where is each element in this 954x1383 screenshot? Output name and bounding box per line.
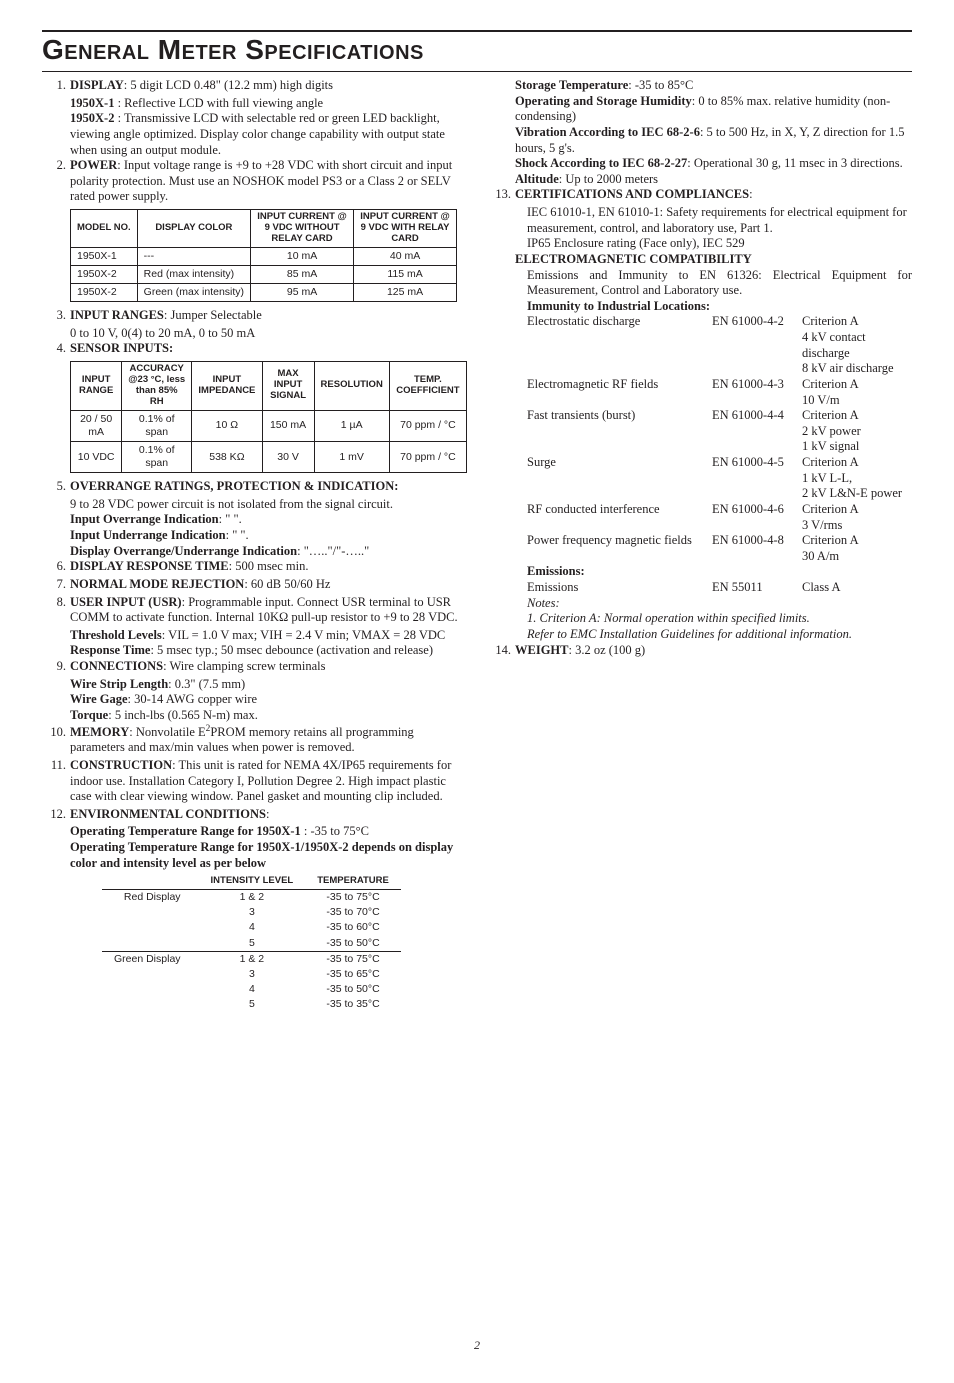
spec-power: 2.POWER: Input voltage range is +9 to +2… <box>42 158 467 205</box>
spec-vibration: Vibration According to IEC 68-2-6: 5 to … <box>487 125 912 156</box>
immunity-row: 8 kV air discharge <box>487 361 912 377</box>
table-header: MODEL NO. <box>71 210 138 248</box>
spec-env-a: Operating Temperature Range for 1950X-1 … <box>42 824 467 840</box>
left-column: 1.DISPLAY: 5 digit LCD 0.48" (12.2 mm) h… <box>42 78 467 1018</box>
immunity-row: RF conducted interferenceEN 61000-4-6Cri… <box>487 502 912 518</box>
spec-display-a: 1950X-1 : Reflective LCD with full viewi… <box>42 96 467 112</box>
table-header: DISPLAY COLOR <box>137 210 250 248</box>
immunity-row: 30 A/m <box>487 549 912 565</box>
temperature-table: INTENSITY LEVELTEMPERATURE Red Display1 … <box>102 873 401 1012</box>
immunity-row: 10 V/m <box>487 393 912 409</box>
immunity-row: Power frequency magnetic fieldsEN 61000-… <box>487 533 912 549</box>
immunity-row: 3 V/rms <box>487 518 912 534</box>
spec-overrange-b: Input Overrange Indication: " ". <box>42 512 467 528</box>
spec-overrange: 5.OVERRANGE RATINGS, PROTECTION & INDICA… <box>42 479 467 495</box>
spec-display: 1.DISPLAY: 5 digit LCD 0.48" (12.2 mm) h… <box>42 78 467 94</box>
spec-overrange-d: Display Overrange/Underrange Indication:… <box>42 544 467 560</box>
spec-wire-gage: Wire Gage: 30-14 AWG copper wire <box>42 692 467 708</box>
table-header: INPUT CURRENT @ 9 VDC WITHOUT RELAY CARD <box>251 210 354 248</box>
spec-overrange-c: Input Underrange Indication: " ". <box>42 528 467 544</box>
note1: 1. Criterion A: Normal operation within … <box>487 611 912 627</box>
spec-sensor-inputs: 4.SENSOR INPUTS: <box>42 341 467 357</box>
spec-humidity: Operating and Storage Humidity: 0 to 85%… <box>487 94 912 125</box>
immunity-row: SurgeEN 61000-4-5Criterion A <box>487 455 912 471</box>
spec-cert2: IP65 Enclosure rating (Face only), IEC 5… <box>487 236 912 252</box>
note2: Refer to EMC Installation Guidelines for… <box>487 627 912 643</box>
right-column: Storage Temperature: -35 to 85°C Operati… <box>487 78 912 1018</box>
spec-weight: 14.WEIGHT: 3.2 oz (100 g) <box>487 643 912 659</box>
immunity-heading: Immunity to Industrial Locations: <box>487 299 912 315</box>
spec-certs: 13.CERTIFICATIONS AND COMPLIANCES: <box>487 187 912 203</box>
spec-env-b: Operating Temperature Range for 1950X-1/… <box>42 840 467 871</box>
spec-shock: Shock According to IEC 68-2-27: Operatio… <box>487 156 912 172</box>
spec-user-input: 8.USER INPUT (USR): Programmable input. … <box>42 595 467 626</box>
power-table: MODEL NO. DISPLAY COLOR INPUT CURRENT @ … <box>70 209 457 302</box>
spec-altitude: Altitude: Up to 2000 meters <box>487 172 912 188</box>
immunity-row: 1 kV signal <box>487 439 912 455</box>
spec-threshold: Threshold Levels: VIL = 1.0 V max; VIH =… <box>42 628 467 644</box>
spec-cert1: IEC 61010-1, EN 61010-1: Safety requirem… <box>487 205 912 236</box>
emissions-row: Emissions EN 55011 Class A <box>487 580 912 596</box>
spec-torque: Torque: 5 inch-lbs (0.565 N-m) max. <box>42 708 467 724</box>
sensor-table: INPUT RANGE ACCURACY @23 °C, less than 8… <box>70 361 467 473</box>
table-header: INPUT CURRENT @ 9 VDC WITH RELAY CARD <box>354 210 457 248</box>
page-title: General Meter Specifications <box>42 30 912 72</box>
spec-emc-text: Emissions and Immunity to EN 61326: Elec… <box>487 268 912 299</box>
spec-resp-time-usr: Response Time: 5 msec typ.; 50 msec debo… <box>42 643 467 659</box>
spec-memory: 10.MEMORY: Nonvolatile E2PROM memory ret… <box>42 724 467 756</box>
spec-overrange-a: 9 to 28 VDC power circuit is not isolate… <box>42 497 467 513</box>
spec-storage: Storage Temperature: -35 to 85°C <box>487 78 912 94</box>
content-columns: 1.DISPLAY: 5 digit LCD 0.48" (12.2 mm) h… <box>42 78 912 1018</box>
spec-connections: 9.CONNECTIONS: Wire clamping screw termi… <box>42 659 467 675</box>
immunity-row: 1 kV L-L, <box>487 471 912 487</box>
immunity-row: Electromagnetic RF fieldsEN 61000-4-3Cri… <box>487 377 912 393</box>
immunity-row: 4 kV contact discharge <box>487 330 912 361</box>
notes-label: Notes: <box>487 596 912 612</box>
immunity-row: Fast transients (burst)EN 61000-4-4Crite… <box>487 408 912 424</box>
immunity-row: Electrostatic dischargeEN 61000-4-2Crite… <box>487 314 912 330</box>
immunity-list: Electrostatic dischargeEN 61000-4-2Crite… <box>487 314 912 564</box>
spec-response-time: 6.DISPLAY RESPONSE TIME: 500 msec min. <box>42 559 467 575</box>
spec-input-ranges-sub: 0 to 10 V, 0(4) to 20 mA, 0 to 50 mA <box>42 326 467 342</box>
spec-construction: 11.CONSTRUCTION: This unit is rated for … <box>42 758 467 805</box>
spec-display-b: 1950X-2 : Transmissive LCD with selectab… <box>42 111 467 158</box>
spec-env: 12.ENVIRONMENTAL CONDITIONS: <box>42 807 467 823</box>
immunity-row: 2 kV L&N-E power <box>487 486 912 502</box>
spec-input-ranges: 3.INPUT RANGES: Jumper Selectable <box>42 308 467 324</box>
spec-wire-strip: Wire Strip Length: 0.3" (7.5 mm) <box>42 677 467 693</box>
immunity-row: 2 kV power <box>487 424 912 440</box>
page-number: 2 <box>42 1338 912 1353</box>
spec-nmr: 7.NORMAL MODE REJECTION: 60 dB 50/60 Hz <box>42 577 467 593</box>
emissions-heading: Emissions: <box>487 564 912 580</box>
spec-emc-label: ELECTROMAGNETIC COMPATIBILITY <box>487 252 912 268</box>
